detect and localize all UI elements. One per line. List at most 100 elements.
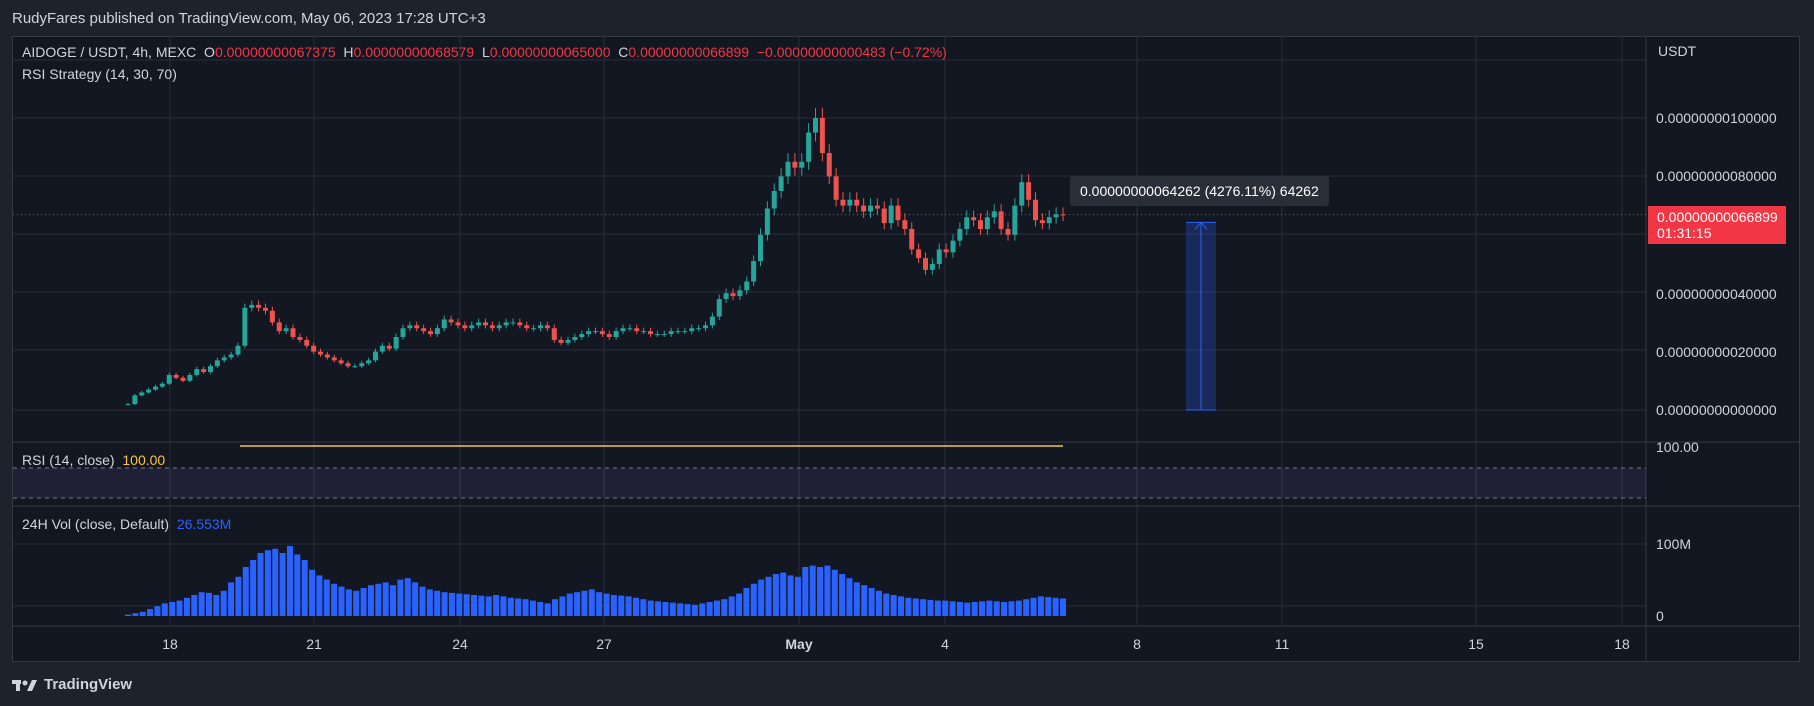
candle-body <box>627 328 633 330</box>
volume-bar <box>979 601 986 616</box>
volume-bar <box>250 560 257 616</box>
candle-body <box>593 331 598 333</box>
rsi-band-fill <box>13 468 1646 498</box>
candle-body <box>957 228 963 241</box>
volume-bar <box>610 595 617 616</box>
high-label: H <box>343 44 354 60</box>
volume-bar <box>1060 598 1066 616</box>
candle-body <box>448 319 454 323</box>
volume-bar <box>603 593 610 616</box>
volume-axis-tick: 100M <box>1656 536 1692 552</box>
rsi-legend[interactable]: RSI (14, close) 100.00 <box>22 452 165 468</box>
candle-body <box>813 118 818 133</box>
candle-body <box>503 322 509 326</box>
candle-body <box>778 176 784 191</box>
volume-legend[interactable]: 24H Vol (close, Default) 26.553M <box>22 516 231 532</box>
volume-bar <box>802 567 809 616</box>
volume-bar <box>412 582 419 616</box>
candle-body <box>483 322 488 326</box>
volume-bar <box>471 595 478 616</box>
candle-body <box>971 217 977 221</box>
high-value: 0.00000000068579 <box>353 44 475 60</box>
volume-bar <box>677 603 684 616</box>
last-price-tag[interactable]: 0.00000000066899 01:31:15 <box>1648 206 1786 244</box>
volume-bar <box>360 588 367 616</box>
candle-body <box>599 331 605 335</box>
candle-body <box>366 360 372 364</box>
volume-bar <box>706 602 713 616</box>
candle-body <box>331 357 337 361</box>
volume-bar <box>522 599 529 616</box>
candle-body <box>586 331 592 335</box>
candle-body <box>751 261 757 282</box>
candle-body <box>235 345 241 355</box>
candle-body <box>758 234 763 262</box>
volume-bar <box>507 597 514 616</box>
volume-bar <box>875 590 882 616</box>
candle-body <box>833 176 839 200</box>
candle-body <box>888 205 894 224</box>
candle-body <box>1033 199 1038 221</box>
footer-brand-label: TradingView <box>44 676 133 693</box>
candle-body <box>1005 228 1011 235</box>
volume-bar <box>500 596 507 616</box>
volume-bar <box>213 595 220 616</box>
volume-bar <box>728 596 735 616</box>
volume-bar <box>898 596 905 616</box>
strategy-legend[interactable]: RSI Strategy (14, 30, 70) <box>22 66 177 82</box>
volume-bar <box>839 574 846 616</box>
volume-bar <box>228 582 235 616</box>
volume-bar <box>817 567 824 616</box>
candle-body <box>806 132 812 162</box>
candle-body <box>936 249 942 264</box>
candle-body <box>256 304 262 308</box>
volume-bar <box>264 550 271 616</box>
candle-body <box>476 322 482 326</box>
volume-bar <box>1015 600 1022 616</box>
candle-body <box>531 328 537 330</box>
volume-bar <box>434 590 441 616</box>
volume-bar <box>419 586 426 616</box>
volume-bar <box>183 597 190 616</box>
candle-body <box>909 228 915 250</box>
candle-body <box>159 383 165 387</box>
candle-body <box>572 337 578 340</box>
volume-bar <box>559 596 566 616</box>
candle-body <box>132 395 138 405</box>
candle-body <box>290 328 296 337</box>
volume-bar <box>309 569 316 616</box>
open-label: O <box>204 44 215 60</box>
candle-body <box>716 299 722 317</box>
symbol-label[interactable]: AIDOGE / USDT, 4h, MEXC <box>22 44 197 60</box>
candle-body <box>929 264 935 270</box>
candle-body <box>324 354 330 358</box>
candle-body <box>517 322 523 326</box>
volume-bar <box>787 575 794 616</box>
candle-body <box>558 339 564 343</box>
candle-body <box>696 328 702 330</box>
candle-body <box>648 331 653 335</box>
candle-body <box>428 331 433 335</box>
candle-body <box>998 211 1004 229</box>
candle-body <box>166 374 172 384</box>
chart-frame[interactable] <box>12 36 1800 662</box>
volume-bar <box>286 546 293 616</box>
low-label: L <box>482 44 490 60</box>
candle-body <box>421 328 427 332</box>
close-label: C <box>618 44 629 60</box>
candles <box>125 108 1066 406</box>
candle-body <box>964 217 970 229</box>
rsi-value: 100.00 <box>122 452 166 468</box>
volume-bar <box>618 595 625 616</box>
candle-body <box>269 310 275 323</box>
candle-body <box>840 199 846 206</box>
candle-body <box>703 325 708 329</box>
volume-bar <box>647 600 654 616</box>
candle-body <box>194 369 200 375</box>
candle-body <box>386 345 392 349</box>
footer-brand[interactable]: TradingView <box>12 676 132 693</box>
volume-bar <box>382 582 389 616</box>
candle-body <box>180 377 186 381</box>
volume-bar <box>743 588 750 616</box>
